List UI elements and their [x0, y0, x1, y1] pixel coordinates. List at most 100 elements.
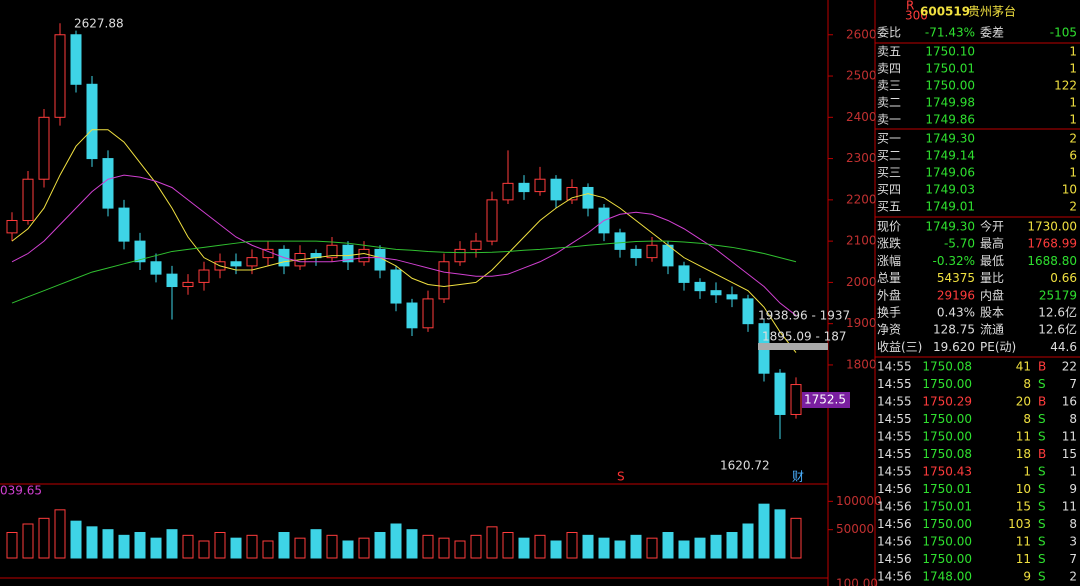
cell: 最高: [980, 236, 1004, 251]
volume-bar: [6, 532, 18, 559]
cell: 1: [1069, 62, 1077, 76]
y-tick-label: 2200: [846, 192, 877, 206]
candle-body: [534, 178, 546, 193]
cell: 11: [1016, 552, 1031, 566]
volume-bar: [678, 540, 690, 559]
cell: 11: [1062, 500, 1077, 514]
cell: 8: [1069, 412, 1077, 426]
volume-bar: [470, 534, 482, 559]
y-tick-label: 2100: [846, 234, 877, 248]
cell: 1749.86: [925, 113, 975, 127]
cell: 买三: [877, 166, 901, 180]
cell: S: [1038, 465, 1046, 479]
cell: 卖四: [877, 62, 901, 76]
cell: 最低: [980, 254, 1004, 268]
candle-body: [454, 248, 466, 263]
cell: 换手: [877, 306, 901, 320]
candle-body: [150, 261, 162, 275]
cell: S: [1038, 500, 1046, 514]
cell: 股本: [980, 306, 1004, 320]
cell: 0.66: [1050, 271, 1077, 285]
candle-body: [182, 281, 194, 288]
candle-body: [694, 281, 706, 292]
y-tick-label: 2400: [846, 110, 877, 124]
volume-bar: [214, 532, 226, 559]
cell: 1: [1023, 465, 1031, 479]
candle-body: [726, 294, 738, 300]
cell: 103: [1008, 517, 1031, 531]
cell: 1: [1069, 45, 1077, 59]
cell: 128.75: [933, 323, 975, 337]
volume-bar: [630, 534, 642, 559]
volume-bar: [742, 523, 754, 559]
cell: 1750.00: [922, 517, 972, 531]
candle-body: [198, 269, 210, 283]
candle-body: [742, 298, 754, 325]
cell: 12.6亿: [1038, 305, 1077, 320]
cell: 14:55: [877, 377, 912, 391]
moving-average: [11, 174, 797, 316]
volume-bar: [438, 537, 450, 559]
cell: 15: [1016, 500, 1031, 514]
cell: 11: [1016, 535, 1031, 549]
cell: 2: [1069, 570, 1077, 584]
cell: 1750.29: [922, 395, 972, 409]
cell: 1749.30: [925, 132, 975, 146]
candle-body: [38, 116, 50, 180]
cell: 20: [1016, 395, 1031, 409]
cell: 1749.01: [925, 200, 975, 214]
volume-bar: [758, 503, 770, 559]
candle-body: [678, 265, 690, 283]
volume-bar: [422, 534, 434, 559]
cell: 11: [1016, 430, 1031, 444]
cell: 1768.99: [1027, 237, 1077, 251]
cell: S: [1038, 570, 1046, 584]
volume-bar: [38, 517, 50, 559]
volume-bar: [150, 537, 162, 559]
cell: 涨跌: [877, 236, 901, 251]
annotation: 100.00: [836, 577, 878, 586]
volume-bar: [726, 532, 738, 559]
candle-body: [406, 302, 418, 329]
badge: 300: [905, 9, 928, 23]
candle-body: [118, 207, 130, 242]
volume-bar: [198, 540, 210, 559]
volume-bar: [342, 540, 354, 559]
y-tick-label: 1800: [846, 357, 877, 371]
volume-bar: [294, 537, 306, 559]
volume-bar: [246, 534, 258, 559]
volume-bar: [582, 534, 594, 559]
volume-bar: [502, 532, 514, 559]
volume-bar: [406, 529, 418, 559]
cell: 卖一: [877, 113, 901, 127]
candle-body: [630, 248, 642, 259]
cell: S: [1038, 377, 1046, 391]
cell: 1750.00: [922, 430, 972, 444]
cell: 买五: [877, 200, 901, 214]
y-tick-label: 1900: [846, 316, 877, 330]
candle-body: [790, 384, 802, 415]
cell: 买二: [877, 149, 901, 163]
cell: 1730.00: [1027, 220, 1077, 234]
volume-bar: [518, 537, 530, 559]
cell: 1: [1069, 96, 1077, 110]
volume-bar: [710, 534, 722, 559]
cell: 11: [1062, 430, 1077, 444]
cell: 18: [1016, 447, 1031, 461]
volume-bar: [614, 540, 626, 559]
cell: 6: [1069, 149, 1077, 163]
cell: 1750.00: [925, 79, 975, 93]
cell: 1750.01: [922, 500, 972, 514]
candle-body: [390, 269, 402, 304]
cell: S: [1038, 430, 1046, 444]
cell: S: [1038, 412, 1046, 426]
cell: 买一: [877, 132, 901, 146]
cell: 1750.00: [922, 412, 972, 426]
cell: 14:55: [877, 395, 912, 409]
cell: 1750.00: [922, 552, 972, 566]
candle-body: [470, 240, 482, 250]
candle-body: [502, 182, 514, 201]
cell: 7: [1069, 377, 1077, 391]
